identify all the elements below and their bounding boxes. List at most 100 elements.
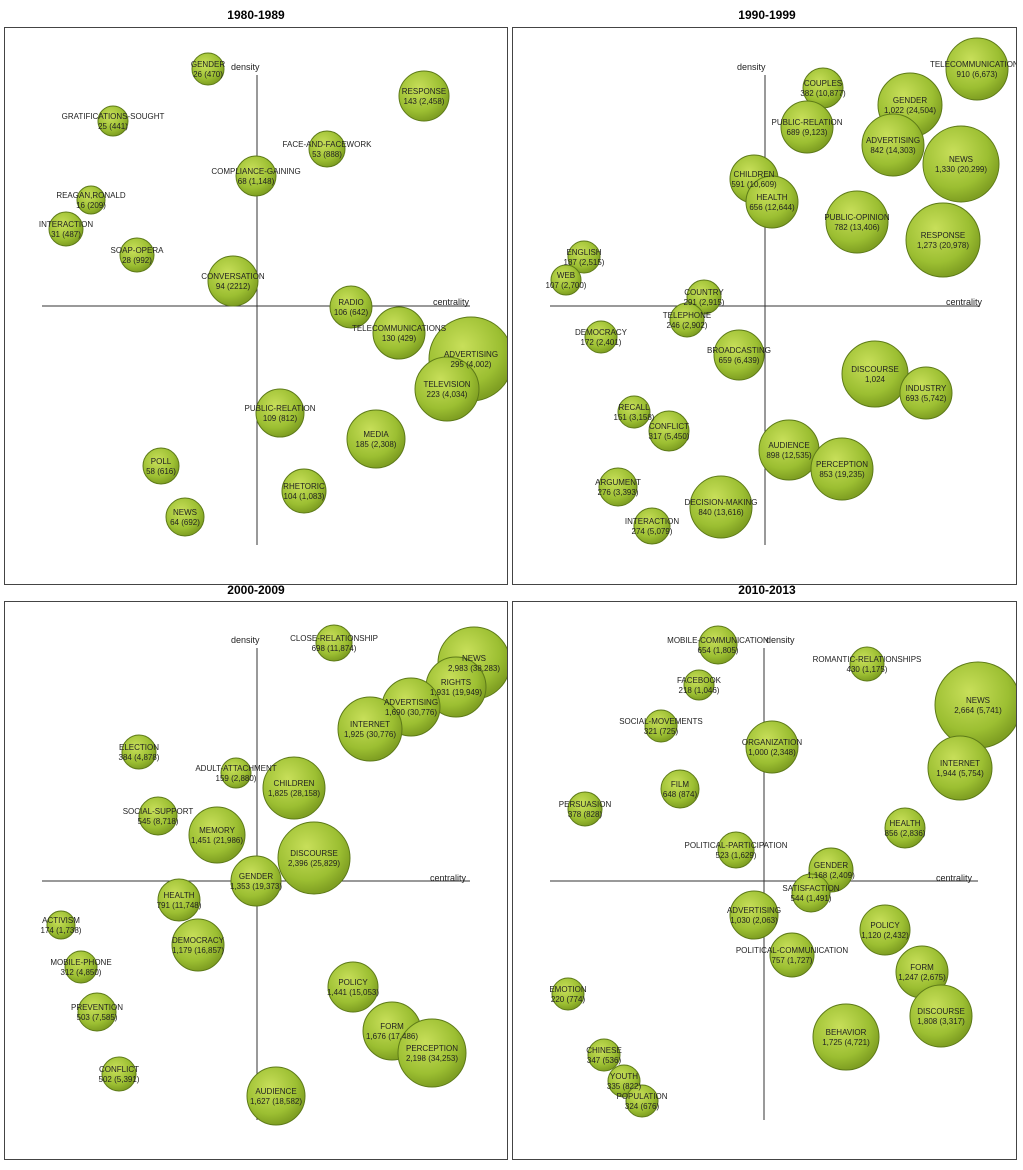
topic-name: WEB [557, 271, 575, 280]
topic-name: CONVERSATION [201, 272, 265, 281]
topic-name: RESPONSE [402, 87, 446, 96]
topic-bubble [669, 302, 705, 338]
topic-stats: 106 (642) [334, 308, 369, 317]
panel-frame [512, 601, 1017, 1160]
topic-name: FORM [380, 1022, 404, 1031]
topic-name: INTERACTION [625, 517, 679, 526]
topic-name: GENDER [239, 872, 273, 881]
topic-bubble [683, 669, 715, 701]
topic-name: INTERNET [350, 720, 390, 729]
topic-stats: 130 (429) [382, 334, 417, 343]
topic-name: POLITICAL-PARTICIPATION [685, 841, 788, 850]
topic-name: CHILDREN [734, 170, 775, 179]
topic-bubble [281, 468, 327, 514]
topic-name: POPULATION [617, 1092, 668, 1101]
topic-stats: 1,000 (2,348) [748, 748, 796, 757]
topic-name: AUDIENCE [255, 1087, 296, 1096]
topic-name: SOAP-OPERA [111, 246, 165, 255]
x-axis-label: centrality [433, 297, 470, 307]
topic-stats: 1,273 (20,978) [917, 241, 969, 250]
topic-stats: 659 (6,439) [719, 356, 760, 365]
topic-name: GENDER [893, 96, 927, 105]
topic-stats: 842 (14,303) [870, 146, 916, 155]
panel: density centrality MOBILE-COMMUNICATION654… [549, 625, 1017, 1120]
topic-name: ADVERTISING [384, 698, 438, 707]
topic-name: DISCOURSE [851, 365, 899, 374]
topic-stats: 853 (19,235) [819, 470, 865, 479]
topic-bubble [48, 211, 84, 247]
x-axis-label: centrality [946, 297, 983, 307]
topic-bubble [810, 437, 874, 501]
topic-bubble [769, 932, 815, 978]
topic-name: POLICY [338, 978, 368, 987]
topic-bubble [909, 984, 973, 1048]
topic-name: FACE-AND-FACEWORK [283, 140, 373, 149]
topic-stats: 384 (4,878) [119, 753, 160, 762]
topic-stats: 295 (4,002) [451, 360, 492, 369]
topic-stats: 1,690 (30,776) [385, 708, 437, 717]
topic-stats: 104 (1,083) [284, 492, 325, 501]
topic-bubble [551, 977, 585, 1011]
topic-bubble [841, 340, 909, 408]
topic-name: MEMORY [199, 826, 236, 835]
topic-bubble [812, 1003, 880, 1071]
topic-stats: 654 (1,805) [698, 646, 739, 655]
topic-name: SOCIAL-MOVEMENTS [619, 717, 703, 726]
topic-bubble [780, 100, 834, 154]
topic-bubble [101, 1056, 137, 1092]
panel-title: 1980-1989 [227, 8, 285, 22]
topic-stats: 143 (2,458) [404, 97, 445, 106]
topic-stats: 174 (1,738) [41, 926, 82, 935]
topic-stats: 172 (2,401) [581, 338, 622, 347]
topic-stats: 159 (2,880) [216, 774, 257, 783]
topic-stats: 656 (12,644) [749, 203, 795, 212]
topic-bubble [644, 709, 678, 743]
topic-bubble [648, 410, 690, 452]
topic-bubble [625, 1084, 659, 1118]
topic-name: TELECOMMUNICATIONS [930, 60, 1023, 69]
topic-name: MOBILE-PHONE [50, 958, 111, 967]
topic-name: RIGHTS [441, 678, 471, 687]
topic-stats: 856 (2,836) [885, 829, 926, 838]
topic-name: GENDER [814, 861, 848, 870]
topic-bubble [717, 831, 755, 869]
topic-stats: 25 (441) [98, 122, 128, 131]
topic-stats: 591 (10,609) [731, 180, 777, 189]
topic-bubble [745, 175, 799, 229]
topic-bubble [945, 37, 1009, 101]
topic-stats: 757 (1,727) [772, 956, 813, 965]
topic-bubble [188, 806, 246, 864]
topic-name: PUBLIC-RELATION [772, 118, 843, 127]
topic-stats: 2,396 (25,829) [288, 859, 340, 868]
topic-stats: 545 (8,718) [138, 817, 179, 826]
topic-name: NEWS [949, 155, 973, 164]
topic-name: HEALTH [164, 891, 195, 900]
topic-name: HEALTH [757, 193, 788, 202]
topic-name: INTERNET [940, 759, 980, 768]
panel-frame [512, 27, 1017, 585]
topic-name: HEALTH [890, 819, 921, 828]
topic-stats: 382 (10,877) [800, 89, 846, 98]
topic-bubble [899, 366, 953, 420]
topic-name: ADVERTISING [866, 136, 920, 145]
topic-stats: 64 (692) [170, 518, 200, 527]
topic-bubble [230, 855, 282, 907]
y-axis-label: density [231, 635, 260, 645]
topic-stats: 1,179 (16,857) [172, 946, 224, 955]
topic-bubble [859, 904, 911, 956]
topic-name: CHINESE [586, 1046, 622, 1055]
topic-name: AUDIENCE [768, 441, 809, 450]
topic-bubble [660, 769, 700, 809]
y-axis-label: density [231, 62, 260, 72]
topic-stats: 1,808 (3,317) [917, 1017, 965, 1026]
topic-bubble [922, 125, 1000, 203]
topic-stats: 698 (11,874) [312, 644, 357, 653]
topic-name: RESPONSE [921, 231, 965, 240]
topic-name: ROMANTIC-RELATIONSHIPS [813, 655, 922, 664]
topic-stats: 321 (725) [644, 727, 679, 736]
topic-name: ADULT-ATTACHMENT [195, 764, 276, 773]
topic-stats: 151 (3,158) [614, 413, 655, 422]
topic-name: DEMOCRACY [172, 936, 225, 945]
